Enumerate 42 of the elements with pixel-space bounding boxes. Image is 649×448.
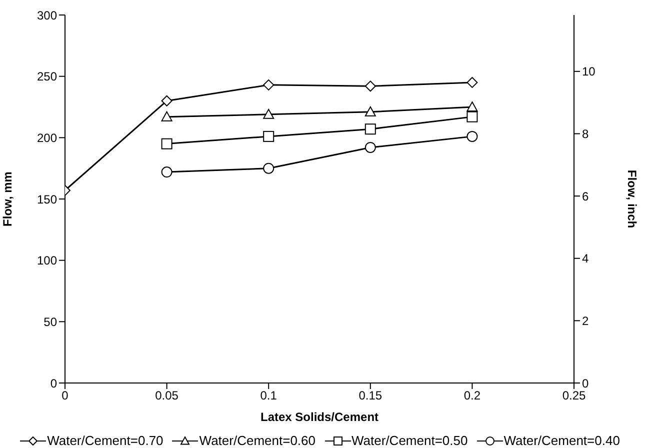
y-axis-title: Flow, mm [0,172,14,226]
y2-axis-title: Flow, inch [624,170,639,228]
point [364,80,376,92]
x-tick-label: 0.15 [358,388,382,403]
point [263,108,274,119]
legend-label: Water/Cement=0.60 [199,433,316,448]
legend-label: Water/Cement=0.40 [504,433,620,448]
point [466,102,478,112]
point [466,76,478,88]
point [364,124,376,135]
y-tick-label: 150 [36,192,58,206]
y-tick-label: 200 [36,130,58,145]
x-tick-label: 0.25 [562,388,586,403]
x-tick-label: 0 [62,388,69,403]
point [263,130,274,142]
y2-tick-label: 10 [582,64,596,79]
legend-label: Water/Cement=0.50 [352,433,468,448]
point [161,111,172,122]
y-tick-label: 250 [36,70,58,84]
point [466,130,478,142]
point [364,106,376,116]
y2-tick-label: 6 [582,189,589,204]
point [161,166,172,178]
point [364,142,376,153]
point [466,111,478,122]
y2-tick-label: 8 [582,126,589,141]
y2-tick-label: 2 [582,314,589,328]
x-tick-label: 0.05 [155,388,179,403]
x-axis-title: Latex Solids/Cement [260,410,379,424]
y-tick-label: 300 [36,8,58,22]
x-tick-label: 0.1 [260,388,278,403]
y-tick-label: 100 [36,254,58,268]
point [263,79,274,90]
x-tick-label: 0.2 [464,388,481,403]
y2-tick-label: 0 [582,376,589,390]
legend-label: Water/Cement=0.70 [47,433,164,448]
point [263,162,274,174]
y-tick-label: 50 [44,314,58,329]
y2-tick-label: 4 [582,252,589,266]
point [161,138,172,150]
point [161,95,172,106]
y-tick-label: 0 [50,376,58,390]
